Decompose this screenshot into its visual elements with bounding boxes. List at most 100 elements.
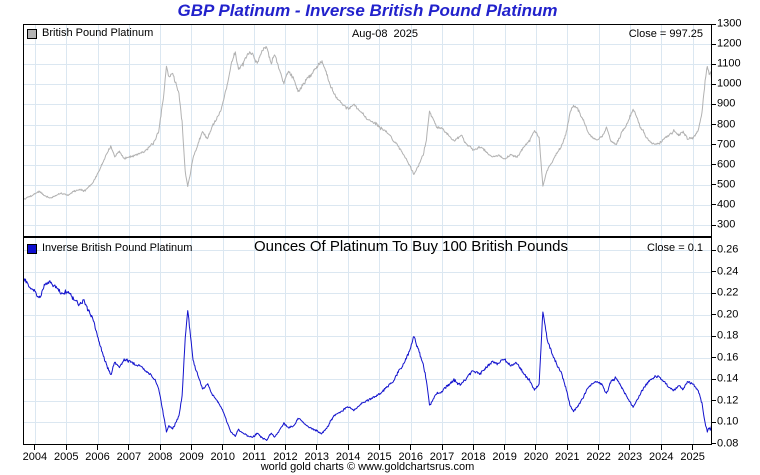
x-axis-tick xyxy=(441,445,443,450)
y-axis-tick-label: 0.20 xyxy=(717,308,739,321)
x-axis-year-label: 2011 xyxy=(242,451,266,463)
x-axis-tick xyxy=(128,445,130,450)
inverse-gbp-platinum-line xyxy=(23,276,712,441)
y-axis-tick-label: 700 xyxy=(717,138,736,151)
y-axis-tick xyxy=(712,249,716,251)
x-axis-year-label: 2022 xyxy=(586,451,611,463)
x-axis-tick xyxy=(190,445,192,450)
x-axis-tick xyxy=(347,445,349,450)
y-axis-tick xyxy=(712,63,716,65)
x-axis-tick xyxy=(316,445,318,450)
chart-date-label: Aug-08 2025 xyxy=(351,28,419,40)
x-axis-year-label: 2018 xyxy=(461,451,486,463)
x-axis-tick xyxy=(535,445,537,450)
y-axis-tick-label: 0.10 xyxy=(717,415,739,428)
y-axis-tick-label: 300 xyxy=(717,218,736,231)
x-axis-year-label: 2015 xyxy=(367,451,392,463)
inverse-gbp-platinum-line-chart xyxy=(23,237,712,445)
x-axis-year-label: 2013 xyxy=(304,451,329,463)
x-axis-year-label: 2004 xyxy=(22,451,48,463)
x-axis-year-label: 2021 xyxy=(555,451,580,463)
y-axis-tick xyxy=(712,144,716,146)
top-close-label: Close = 997.25 xyxy=(628,28,703,40)
y-axis-tick xyxy=(712,184,716,186)
x-axis-year-label: 2020 xyxy=(523,451,549,463)
x-axis-year-label: 2008 xyxy=(147,451,173,463)
x-axis-tick xyxy=(378,445,380,450)
y-axis-tick-label: 600 xyxy=(717,158,736,171)
x-axis-tick xyxy=(222,445,224,450)
y-axis-tick xyxy=(712,204,716,206)
x-axis-tick xyxy=(504,445,506,450)
x-axis-year-label: 2014 xyxy=(335,451,361,463)
gbp-platinum-price-line xyxy=(23,45,712,201)
y-axis-tick-label: 500 xyxy=(717,178,736,191)
y-axis-tick xyxy=(712,357,716,359)
y-axis-tick-label: 1200 xyxy=(717,37,742,50)
x-axis-tick xyxy=(598,445,600,450)
x-axis-year-label: 2012 xyxy=(273,451,298,463)
y-axis-tick xyxy=(712,378,716,380)
page-title: GBP Platinum - Inverse British Pound Pla… xyxy=(177,1,558,20)
blue-square-legend-icon xyxy=(27,243,37,254)
bottom-legend: Inverse British Pound Platinum xyxy=(27,243,192,254)
x-axis-year-label: 2009 xyxy=(179,451,204,463)
y-axis-tick xyxy=(712,224,716,226)
x-axis-tick xyxy=(566,445,568,450)
y-axis-tick-label: 0.08 xyxy=(717,437,739,450)
x-axis-year-label: 2016 xyxy=(398,451,423,463)
top-legend: British Pound Platinum xyxy=(27,28,153,39)
x-axis-tick xyxy=(34,445,36,450)
y-axis-tick-label: 1000 xyxy=(717,77,742,90)
x-axis-tick xyxy=(410,445,412,450)
y-axis-tick-label: 0.14 xyxy=(717,372,739,385)
y-axis-tick xyxy=(712,43,716,45)
y-axis-tick-label: 1100 xyxy=(717,57,741,70)
y-axis-tick xyxy=(712,23,716,25)
y-axis-tick xyxy=(712,335,716,337)
x-axis-year-label: 2017 xyxy=(429,451,455,463)
y-axis-tick-label: 800 xyxy=(717,118,736,130)
y-axis-tick xyxy=(712,124,716,125)
y-axis-tick xyxy=(712,400,716,402)
x-axis-year-label: 2005 xyxy=(53,451,79,463)
y-axis-tick xyxy=(712,314,716,316)
y-axis-tick-label: 0.16 xyxy=(717,351,739,364)
x-axis-year-label: 2007 xyxy=(116,451,142,463)
y-axis-tick xyxy=(712,271,716,273)
panel-border xyxy=(23,24,712,237)
top-chart-panel: British Pound Platinum Aug-08 2025 Close… xyxy=(23,24,712,237)
x-axis-year-label: 2024 xyxy=(649,451,674,463)
x-axis-tick xyxy=(472,445,474,450)
x-axis-tick xyxy=(97,445,99,450)
y-axis-tick-label: 0.18 xyxy=(717,329,739,342)
y-axis-tick-label: 0.22 xyxy=(717,286,739,299)
y-axis-tick xyxy=(712,103,716,105)
y-axis-tick xyxy=(712,421,716,423)
x-axis-tick xyxy=(660,445,662,450)
x-axis-year-label: 2006 xyxy=(85,451,110,463)
x-axis-tick xyxy=(284,445,286,450)
y-axis-tick xyxy=(712,292,716,294)
bottom-legend-label: Inverse British Pound Platinum xyxy=(42,242,193,254)
panel-border xyxy=(23,237,712,445)
x-axis-tick xyxy=(65,445,67,450)
x-axis-year-label: 2019 xyxy=(492,451,517,463)
top-legend-label: British Pound Platinum xyxy=(42,27,154,39)
y-axis-tick xyxy=(712,83,716,85)
y-axis-tick xyxy=(712,164,716,166)
y-axis-tick-label: 0.24 xyxy=(717,265,739,278)
gray-square-legend-icon xyxy=(27,28,37,39)
x-axis-tick xyxy=(629,445,631,450)
bottom-close-label: Close = 0.1 xyxy=(647,242,703,254)
x-axis-tick xyxy=(253,445,255,450)
y-axis-tick xyxy=(712,443,716,445)
bottom-panel-title: Ounces Of Platinum To Buy 100 British Po… xyxy=(253,238,569,255)
y-axis-tick-label: 0.12 xyxy=(717,394,739,407)
x-axis-year-label: 2010 xyxy=(210,451,236,463)
bottom-chart-panel: Inverse British Pound Platinum Ounces Of… xyxy=(23,237,712,445)
y-axis-tick-label: 400 xyxy=(717,198,736,211)
x-axis-year-label: 2025 xyxy=(680,451,705,463)
y-axis-tick-label: 900 xyxy=(717,97,736,110)
